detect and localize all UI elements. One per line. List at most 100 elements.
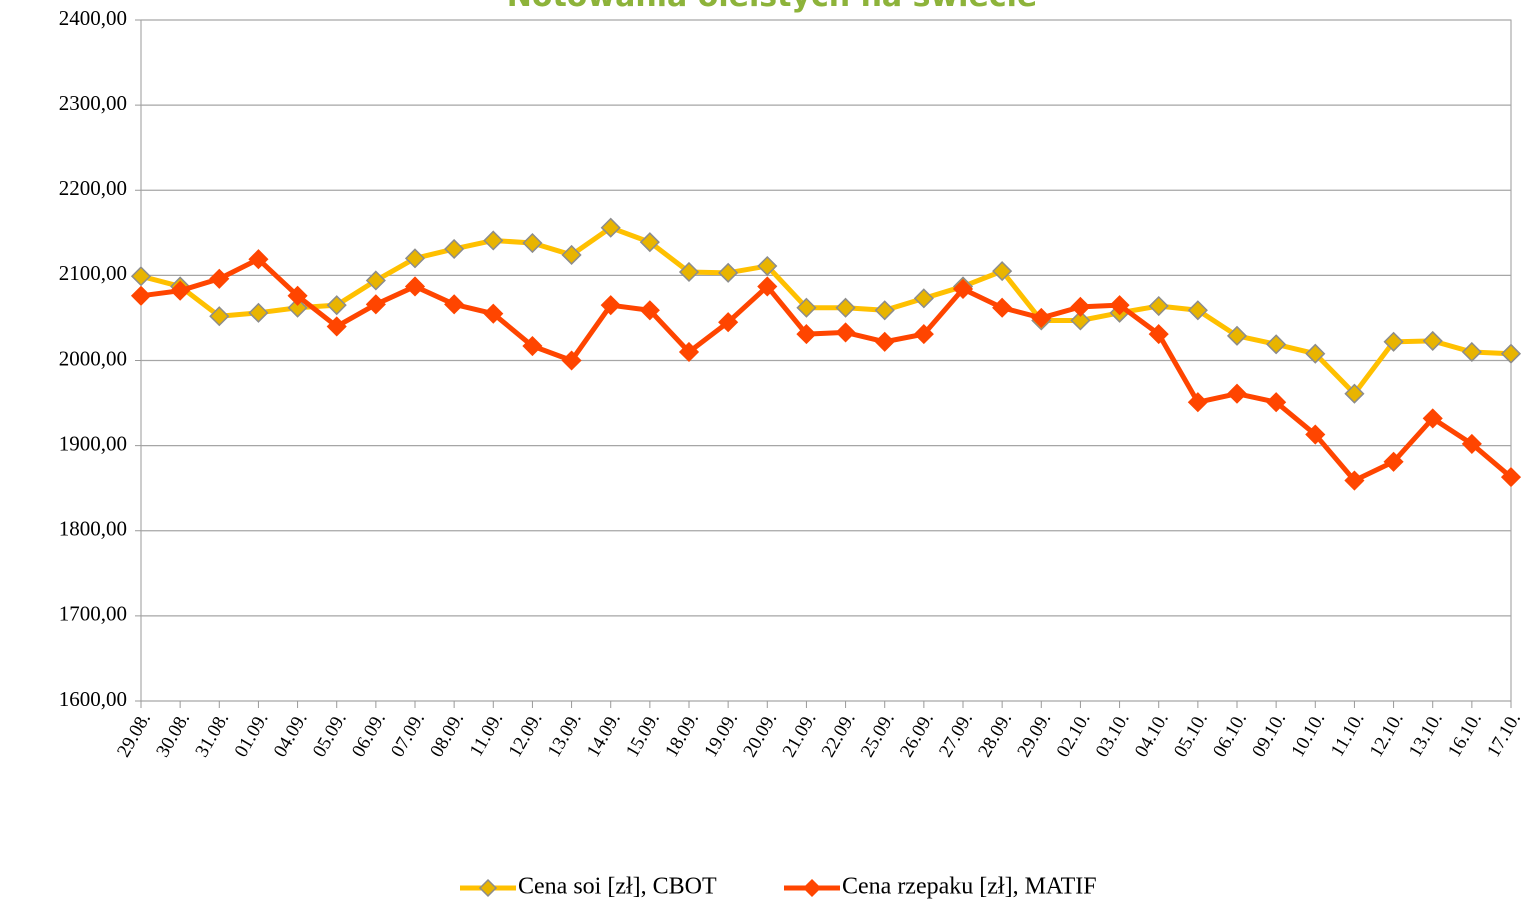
marker	[1383, 451, 1404, 472]
marker	[130, 285, 152, 306]
marker	[1226, 383, 1248, 404]
x-tick-label: 05.10.	[1170, 709, 1212, 761]
x-tick-label: 11.09.	[466, 709, 508, 760]
marker	[1500, 343, 1522, 364]
marker	[718, 262, 739, 283]
legend-label: Cena rzepaku [zł], MATIF	[842, 874, 1097, 900]
marker	[248, 302, 269, 323]
marker	[992, 297, 1013, 318]
y-tick-label: 1600,00	[59, 687, 127, 711]
marker	[757, 276, 778, 297]
x-tick-label: 04.09.	[270, 709, 312, 761]
marker	[1187, 300, 1208, 321]
x-tick-label: 09.10.	[1248, 709, 1290, 761]
marker	[1031, 307, 1052, 328]
marker	[1422, 330, 1443, 351]
marker	[835, 297, 856, 318]
x-tick-label: 11.10.	[1327, 709, 1369, 760]
marker	[1422, 408, 1443, 429]
x-tick-label: 04.10.	[1131, 709, 1173, 761]
x-tick-label: 28.09.	[974, 709, 1016, 761]
marker	[1305, 343, 1326, 364]
marker	[483, 230, 504, 251]
marker	[1461, 433, 1482, 454]
marker	[444, 238, 465, 260]
marker	[1344, 470, 1365, 491]
marker	[796, 324, 817, 345]
x-tick-label: 13.10.	[1405, 709, 1447, 761]
x-tick-label: 17.10.	[1483, 709, 1522, 761]
x-tick-label: 20.09.	[739, 709, 781, 761]
marker	[561, 350, 582, 371]
x-tick-label: 29.08.	[113, 709, 155, 761]
marker	[913, 324, 934, 345]
x-tick-label: 05.09.	[309, 709, 351, 761]
x-tick-label: 06.10.	[1209, 709, 1251, 761]
marker	[1226, 325, 1248, 346]
marker	[600, 295, 621, 316]
marker	[1109, 295, 1130, 316]
y-tick-label: 2400,00	[59, 6, 127, 30]
x-tick-label: 02.10.	[1053, 709, 1095, 761]
marker	[326, 295, 347, 316]
marker	[248, 249, 269, 270]
x-tick-label: 29.09.	[1013, 709, 1055, 761]
legend-marker	[478, 878, 498, 898]
x-tick-label: 15.09.	[622, 709, 664, 761]
y-tick-label: 2300,00	[59, 91, 127, 115]
marker	[522, 335, 543, 357]
marker	[1383, 331, 1404, 352]
marker	[835, 322, 856, 343]
marker	[1187, 392, 1208, 413]
series-line	[140, 225, 1512, 397]
marker	[1461, 341, 1482, 363]
marker	[1070, 310, 1091, 331]
marker	[287, 297, 308, 318]
marker	[1266, 334, 1287, 355]
marker	[1148, 295, 1169, 317]
x-tick-label: 12.10.	[1366, 709, 1408, 761]
marker	[522, 232, 543, 254]
marker	[639, 232, 660, 253]
marker	[365, 294, 386, 315]
marker	[678, 341, 700, 363]
y-tick-label: 2100,00	[59, 261, 127, 285]
marker	[170, 280, 191, 301]
marker	[757, 255, 778, 277]
y-tick-label: 1900,00	[59, 431, 127, 455]
marker	[992, 261, 1013, 282]
legend-marker	[802, 878, 822, 898]
marker	[209, 268, 230, 289]
y-tick-label: 2200,00	[59, 176, 127, 200]
marker	[561, 244, 582, 266]
marker	[952, 278, 974, 300]
chart-title: Notowania oleistych na świecie	[507, 0, 1037, 14]
x-tick-label: 19.09.	[700, 709, 742, 761]
marker	[404, 276, 426, 297]
x-tick-label: 27.09.	[935, 709, 977, 761]
x-tick-label: 22.09.	[818, 709, 860, 761]
x-tick-label: 14.09.	[583, 709, 625, 761]
x-tick-label: 07.09.	[387, 709, 429, 761]
marker	[287, 285, 308, 306]
legend-label: Cena soi [zł], CBOT	[518, 874, 717, 900]
x-tick-label: 03.10.	[1092, 709, 1134, 761]
marker	[326, 316, 347, 337]
x-tick-label: 26.09.	[896, 709, 938, 761]
marker	[678, 261, 700, 283]
x-tick-label: 13.09.	[544, 709, 586, 761]
x-tick-label: 16.10.	[1444, 709, 1486, 761]
marker	[639, 300, 660, 321]
marker	[404, 248, 426, 269]
marker	[600, 217, 621, 238]
marker	[483, 303, 504, 324]
x-tick-label: 18.09.	[661, 709, 703, 761]
y-tick-label: 1700,00	[59, 602, 127, 626]
x-tick-label: 01.09.	[231, 709, 273, 761]
marker	[913, 288, 934, 309]
marker	[1266, 392, 1287, 413]
marker	[444, 294, 465, 315]
marker	[209, 306, 230, 327]
x-tick-label: 31.08.	[191, 709, 233, 761]
